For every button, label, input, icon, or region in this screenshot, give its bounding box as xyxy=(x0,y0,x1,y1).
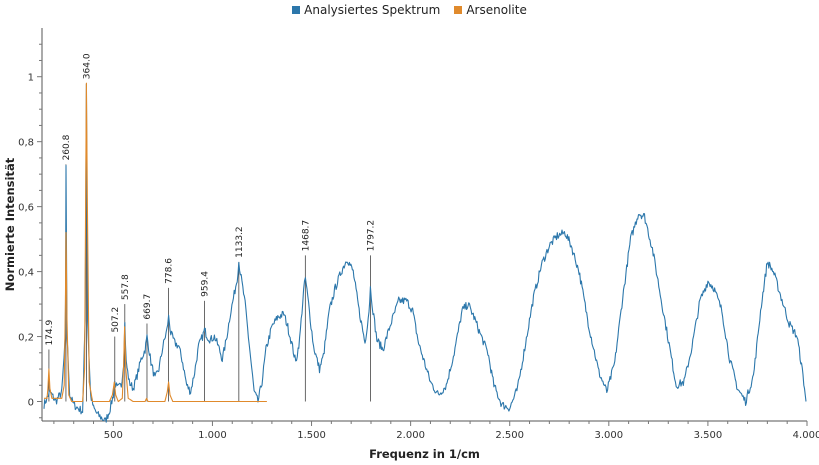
x-axis-title: Frequenz in 1/cm xyxy=(369,447,480,461)
x-tick-label: 2.500 xyxy=(495,430,524,441)
x-tick-label: 1.000 xyxy=(198,430,227,441)
peak-label: 260.8 xyxy=(62,134,72,160)
x-tick-label: 500 xyxy=(104,430,123,441)
series-line-analysiertes-spektrum xyxy=(43,83,807,423)
peak-label: 174.9 xyxy=(45,320,55,346)
peak-label: 669.7 xyxy=(143,294,153,320)
series-line-arsenolite xyxy=(44,82,267,403)
peak-label: 1133.2 xyxy=(235,226,245,258)
peak-label: 959.4 xyxy=(200,271,210,297)
peak-label: 1797.2 xyxy=(366,220,376,252)
y-tick-label: 0,8 xyxy=(18,138,34,149)
x-tick-label: 2.000 xyxy=(396,430,425,441)
x-tick-label: 3.000 xyxy=(594,430,623,441)
legend-item-arsenolite[interactable]: Arsenolite xyxy=(454,3,527,17)
peak-label: 364.0 xyxy=(82,53,92,79)
peak-label: 778.6 xyxy=(165,258,175,284)
y-tick-label: 0,2 xyxy=(18,333,34,344)
x-tick-label: 3.500 xyxy=(694,430,723,441)
legend-swatch-analysiertes-spektrum xyxy=(292,6,301,14)
peak-label: 1468.7 xyxy=(301,220,311,252)
legend-item-analysiertes-spektrum[interactable]: Analysiertes Spektrum xyxy=(292,3,440,17)
peak-label: 557.8 xyxy=(121,274,131,300)
y-tick-label: 0,4 xyxy=(18,268,34,279)
legend-label-analysiertes-spektrum: Analysiertes Spektrum xyxy=(304,3,441,17)
legend-swatch-arsenolite xyxy=(454,6,463,14)
legend-label-arsenolite: Arsenolite xyxy=(466,3,527,17)
y-axis-title: Normierte Intensität xyxy=(3,157,17,291)
y-tick-label: 1 xyxy=(28,73,34,84)
chart-legend: Analysiertes Spektrum Arsenolite xyxy=(0,3,819,17)
y-tick-label: 0,6 xyxy=(18,203,34,214)
x-tick-label: 4.000 xyxy=(793,430,819,441)
peak-label: 507.2 xyxy=(111,307,121,333)
x-tick-label: 1.500 xyxy=(297,430,326,441)
y-tick-label: 0 xyxy=(28,398,34,409)
